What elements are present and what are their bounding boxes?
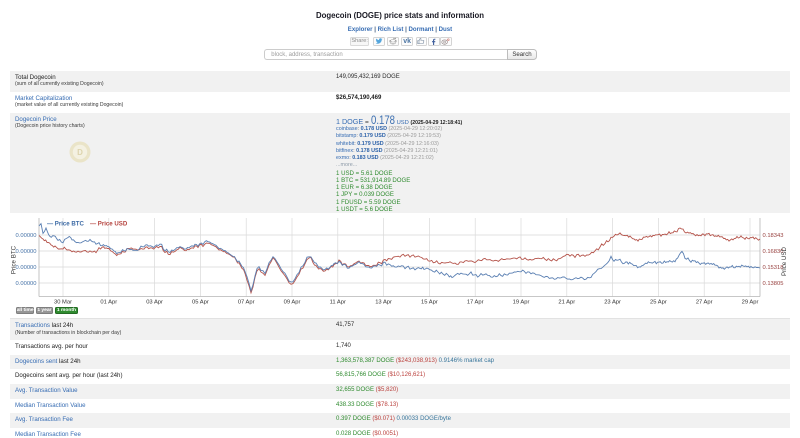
svg-text:19 Apr: 19 Apr (513, 300, 530, 306)
svg-text:Price BTC: Price BTC (11, 245, 18, 274)
svg-text:11 Apr: 11 Apr (330, 300, 346, 306)
svg-text:0.13805: 0.13805 (763, 281, 784, 287)
svg-text:23 Apr: 23 Apr (604, 300, 621, 306)
svg-text:03 Apr: 03 Apr (146, 300, 163, 306)
svg-text:0.00000: 0.00000 (16, 281, 37, 287)
svg-text:27 Apr: 27 Apr (696, 300, 713, 306)
svg-text:21 Apr: 21 Apr (558, 300, 575, 306)
svg-text:— Price USD: — Price USD (90, 221, 128, 228)
svg-text:13 Apr: 13 Apr (375, 300, 392, 306)
svg-text:25 Apr: 25 Apr (650, 300, 667, 306)
svg-text:29 Apr: 29 Apr (742, 300, 759, 306)
svg-text:— Price BTC: — Price BTC (47, 221, 85, 228)
svg-text:01 Apr: 01 Apr (100, 300, 117, 306)
svg-text:05 Apr: 05 Apr (192, 300, 209, 306)
svg-text:17 Apr: 17 Apr (467, 300, 484, 306)
svg-text:D: D (77, 148, 83, 157)
svg-text:09 Apr: 09 Apr (284, 300, 301, 306)
svg-text:0.15318: 0.15318 (763, 265, 784, 271)
svg-text:30 Mar: 30 Mar (54, 300, 72, 306)
svg-text:0.16830: 0.16830 (763, 249, 784, 255)
svg-text:0.00000: 0.00000 (16, 249, 37, 255)
svg-text:0.18343: 0.18343 (763, 233, 784, 239)
svg-text:Price USD: Price USD (781, 247, 788, 276)
svg-text:15 Apr: 15 Apr (421, 300, 438, 306)
svg-text:0.00000: 0.00000 (16, 233, 37, 239)
svg-text:07 Apr: 07 Apr (238, 300, 255, 306)
svg-text:0.00000: 0.00000 (16, 265, 37, 271)
